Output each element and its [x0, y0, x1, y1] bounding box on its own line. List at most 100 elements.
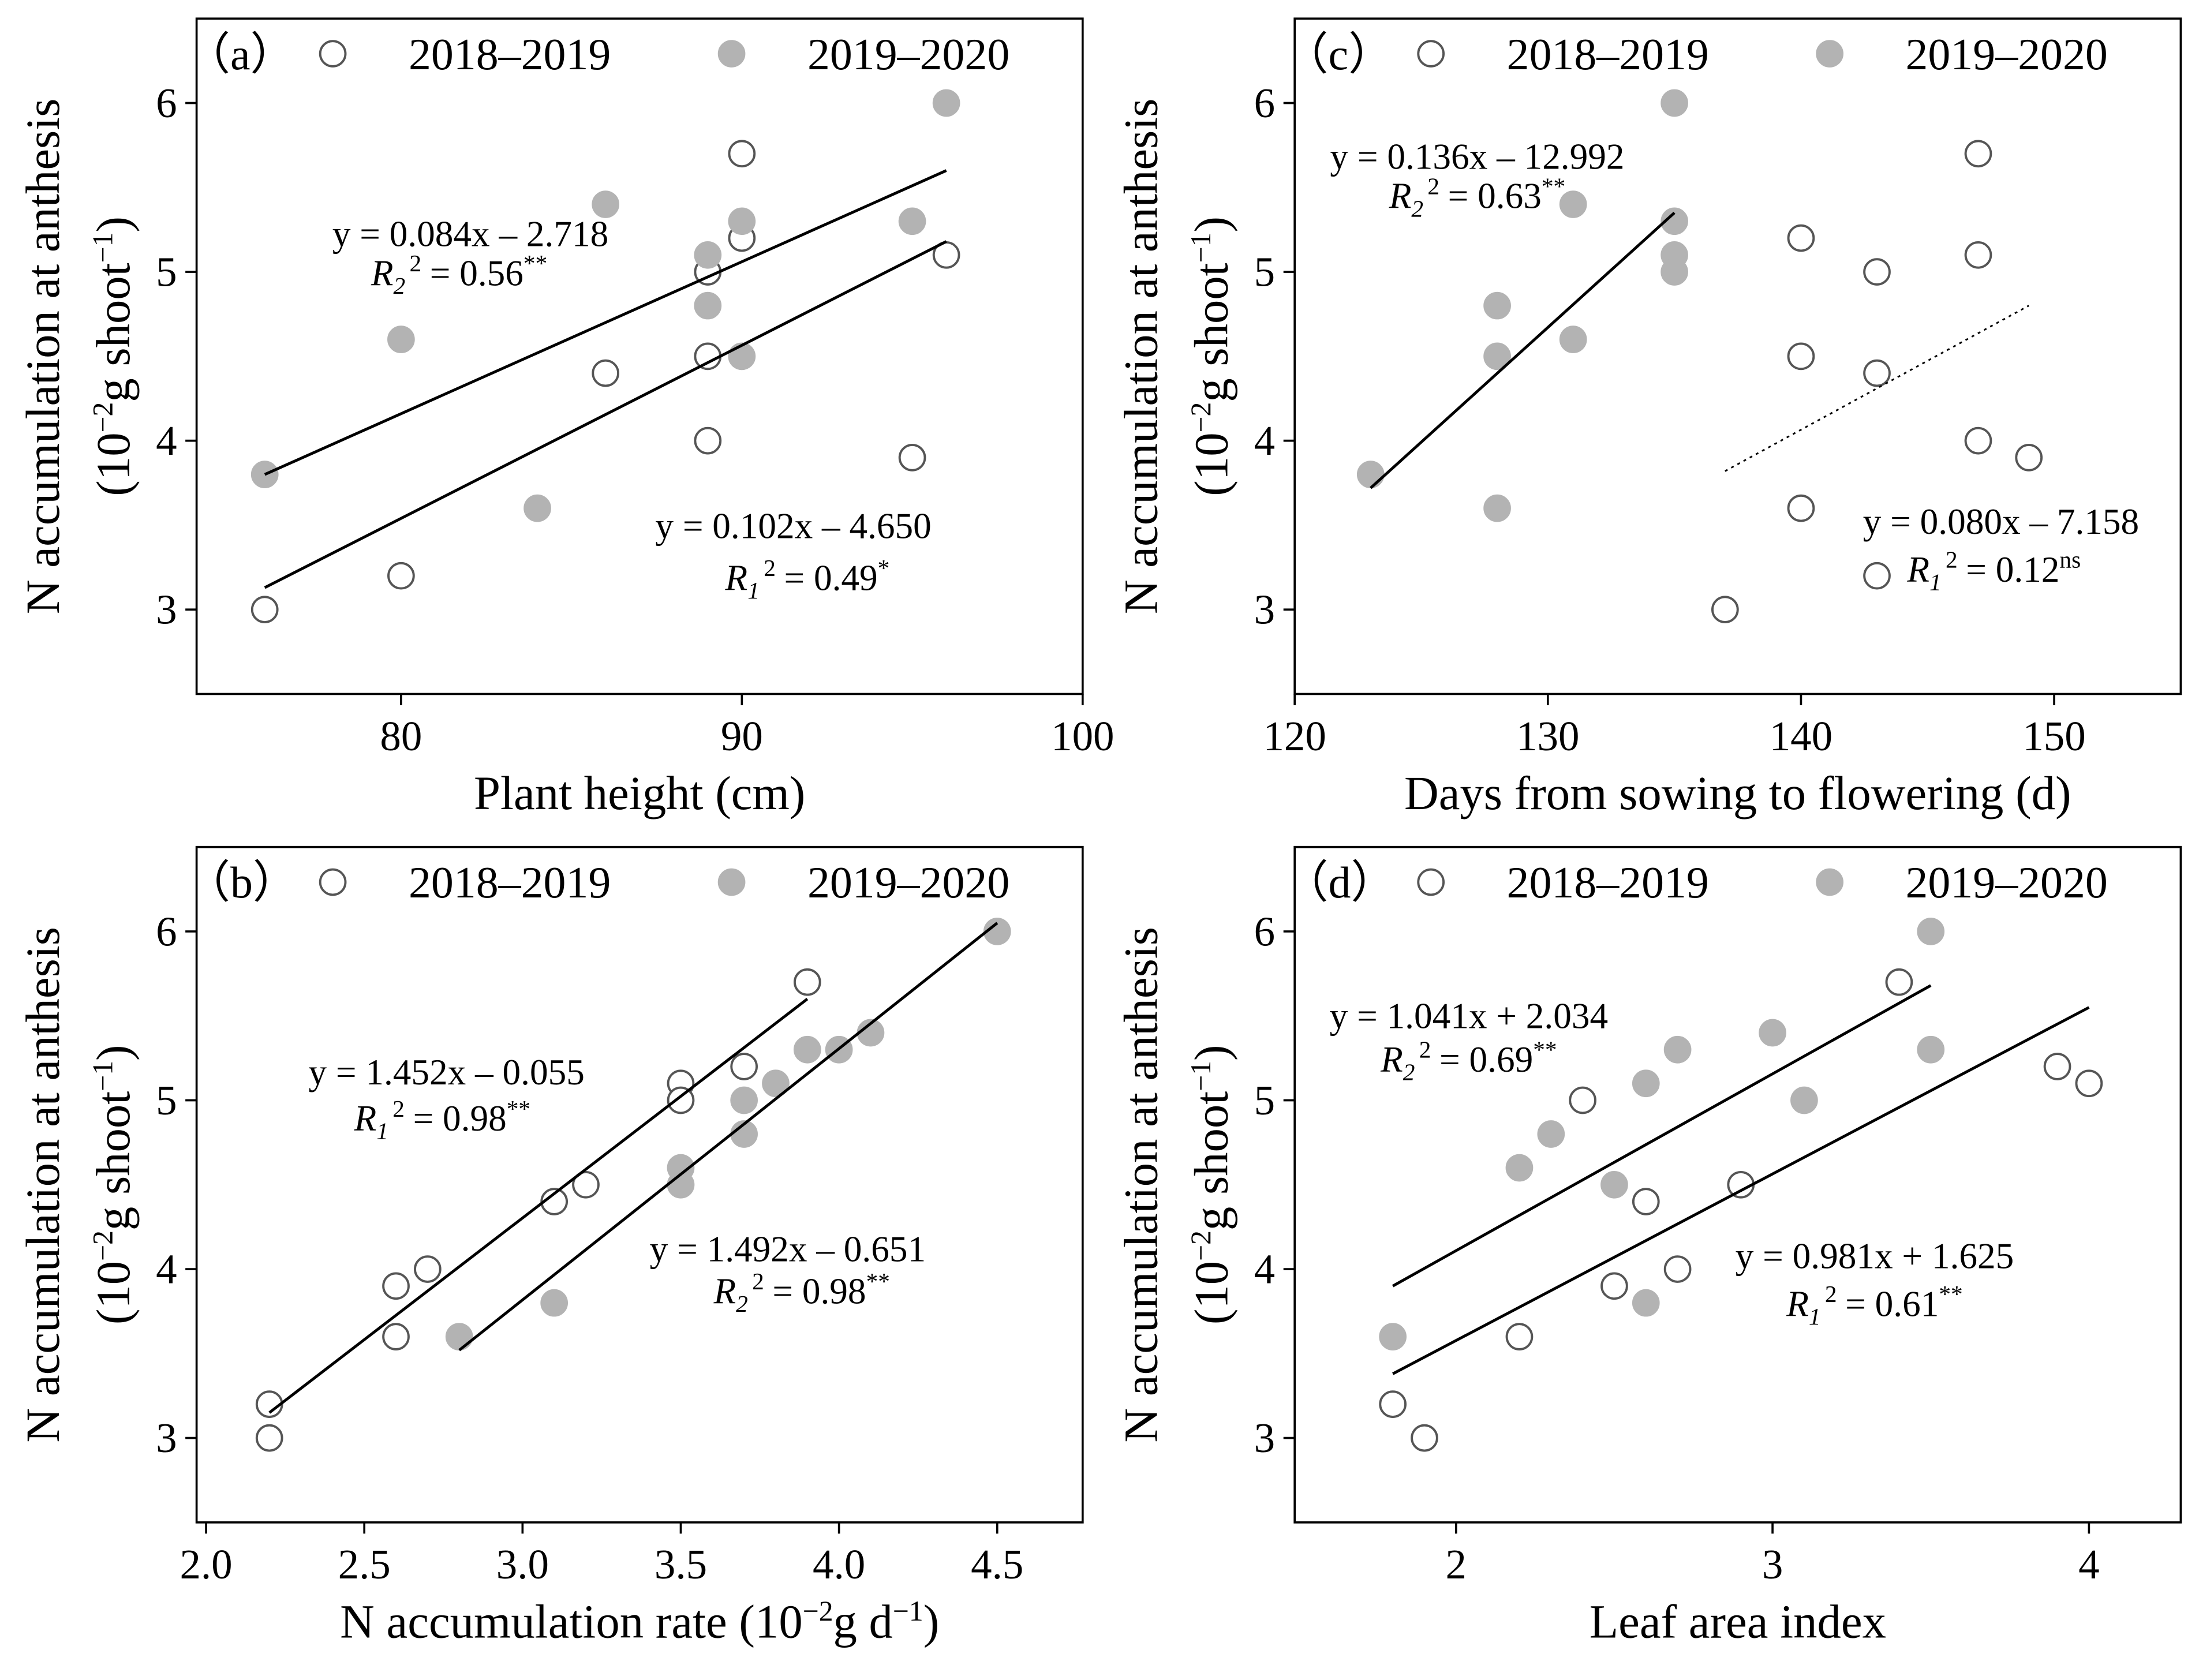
label-part: (10 [87, 432, 140, 496]
x-tick-label: 2.0 [179, 1541, 232, 1588]
label-part: ) [1184, 216, 1237, 233]
r-value: = 0.56 [430, 253, 523, 293]
legend-marker [1816, 868, 1843, 896]
label-part: N accumulation rate (10 [340, 1595, 803, 1648]
x-tick-label: 3 [1762, 1541, 1783, 1588]
legend-marker [1417, 868, 1445, 896]
fit-r-squared: R22 = 0.63** [1389, 173, 1565, 222]
data-point [898, 207, 926, 235]
r-subscript: 2 [393, 272, 405, 299]
r-value: = 0.61 [1845, 1284, 1939, 1324]
r-letter: R [354, 1098, 377, 1139]
y-tick-label: 3 [156, 586, 177, 633]
panel: 3 4 5 6 2 3 4 Leaf area index N accumulation at … [1115, 845, 2182, 1648]
x-tick-label: 4.0 [813, 1541, 865, 1588]
data-point [1661, 258, 1688, 286]
superscript: −1 [1185, 233, 1217, 263]
plot-frame [1293, 845, 2182, 1524]
data-point [1505, 1323, 1534, 1350]
superscript: −1 [87, 1061, 119, 1091]
r-value: = 0.98 [413, 1098, 507, 1139]
data-point [2043, 1053, 2071, 1080]
label-part: (10 [87, 1261, 140, 1324]
y-tick-label: 6 [156, 908, 177, 955]
data-point [1787, 494, 1815, 522]
regression-line [1725, 305, 2029, 472]
label-part: ) [923, 1595, 940, 1648]
data-point [382, 1272, 410, 1300]
data-point [445, 1323, 473, 1350]
r-superscript: 2 [409, 250, 421, 276]
y-tick-label: 4 [1254, 417, 1275, 464]
x-tick-label: 100 [1051, 713, 1114, 759]
fit-equation: y = 1.492x – 0.651 [650, 1229, 926, 1269]
significance: ** [1533, 1037, 1557, 1063]
legend-marker [319, 868, 347, 896]
x-tick-label: 140 [1770, 713, 1833, 759]
data-point [540, 1188, 569, 1215]
fit-r-squared: R22 = 0.56** [371, 250, 547, 299]
fit-r-squared: R12 = 0.61** [1786, 1281, 1962, 1330]
data-point [1569, 1086, 1596, 1114]
data-point [1787, 224, 1815, 252]
r-superscript: 2 [1946, 547, 1958, 573]
superscript: −1 [893, 1595, 923, 1627]
legend-label: 2018–2019 [409, 858, 611, 907]
x-tick-label: 130 [1516, 713, 1579, 759]
data-point [1759, 1019, 1786, 1047]
fit-r-squared: R12 = 0.12ns [1906, 547, 2081, 596]
x-tick-label: 4 [2078, 1541, 2099, 1588]
data-point [793, 1035, 821, 1064]
data-point [728, 207, 756, 235]
fit-equation: y = 1.041x + 2.034 [1330, 996, 1608, 1037]
fit-equation: y = 0.084x – 2.718 [332, 214, 608, 254]
y-axis-label: (10−2g shoot−1) [87, 1045, 140, 1324]
data-point [1663, 1035, 1692, 1064]
r-value: = 0.12 [1966, 549, 2059, 590]
significance: * [878, 555, 890, 581]
data-point [1483, 494, 1511, 522]
r-superscript: 2 [752, 1268, 764, 1294]
significance: ns [2059, 547, 2081, 573]
fit-r-squared: R22 = 0.69** [1380, 1037, 1557, 1086]
data-point [572, 1170, 600, 1199]
data-point [1600, 1170, 1628, 1199]
superscript: −1 [87, 233, 119, 263]
legend-label: 2018–2019 [1507, 29, 1709, 79]
superscript: −2 [1185, 402, 1217, 433]
legend-label: 2018–2019 [1507, 858, 1709, 907]
data-point [382, 1323, 410, 1350]
significance: ** [1939, 1281, 1962, 1307]
legend-label: 2019–2020 [1906, 858, 2108, 907]
panel: 3 4 5 6 2.0 2.5 3.0 3.5 4.0 4.5 N accumulation rat… [16, 845, 1084, 1648]
label-part: N accumulation at anthesis [1115, 927, 1168, 1443]
r-letter: R [1389, 176, 1412, 216]
data-point [592, 359, 620, 387]
superscript: −2 [803, 1595, 833, 1627]
panel: 3 4 5 6 80 90 100 Plant height (cm) N accumulati… [16, 17, 1115, 820]
data-point [1663, 1255, 1692, 1283]
data-point [1505, 1154, 1534, 1182]
regression-line [1370, 211, 1676, 489]
r-value: = 0.63 [1448, 176, 1542, 216]
fit-equation: y = 0.981x + 1.625 [1736, 1236, 2014, 1277]
data-point [1600, 1272, 1628, 1300]
data-point [932, 89, 960, 117]
x-axis-label: N accumulation rate (10−2g d−1) [340, 1595, 939, 1648]
data-point [694, 342, 722, 371]
data-point [255, 1424, 283, 1452]
r-value: = 0.98 [772, 1271, 866, 1311]
significance: ** [866, 1268, 890, 1294]
r-letter: R [713, 1271, 736, 1311]
fit-r-squared: R22 = 0.98** [713, 1268, 889, 1317]
y-axis-label: N accumulation at anthesis [1115, 99, 1168, 615]
label-part: Days from sowing to flowering (d) [1404, 766, 2071, 820]
plot-frame [195, 17, 1084, 695]
label-part: g d [833, 1595, 893, 1648]
data-point [1559, 190, 1587, 218]
data-point [1632, 1069, 1660, 1098]
x-tick-label: 2 [1446, 1541, 1467, 1588]
